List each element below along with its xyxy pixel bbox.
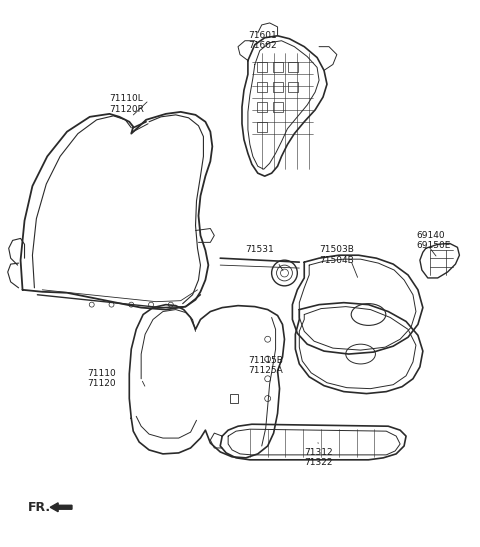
FancyArrow shape: [50, 503, 72, 511]
Text: 71110
71120: 71110 71120: [87, 369, 116, 388]
Text: 71115B
71125A: 71115B 71125A: [248, 356, 283, 375]
Text: 69140
69150E: 69140 69150E: [416, 230, 450, 250]
Text: 71312
71322: 71312 71322: [304, 448, 333, 467]
Text: 71503B
71504B: 71503B 71504B: [319, 246, 354, 265]
Text: 71531: 71531: [245, 246, 274, 254]
Text: 71601
71602: 71601 71602: [248, 31, 277, 50]
Text: 71110L
71120R: 71110L 71120R: [109, 94, 144, 113]
Text: FR.: FR.: [27, 501, 50, 514]
